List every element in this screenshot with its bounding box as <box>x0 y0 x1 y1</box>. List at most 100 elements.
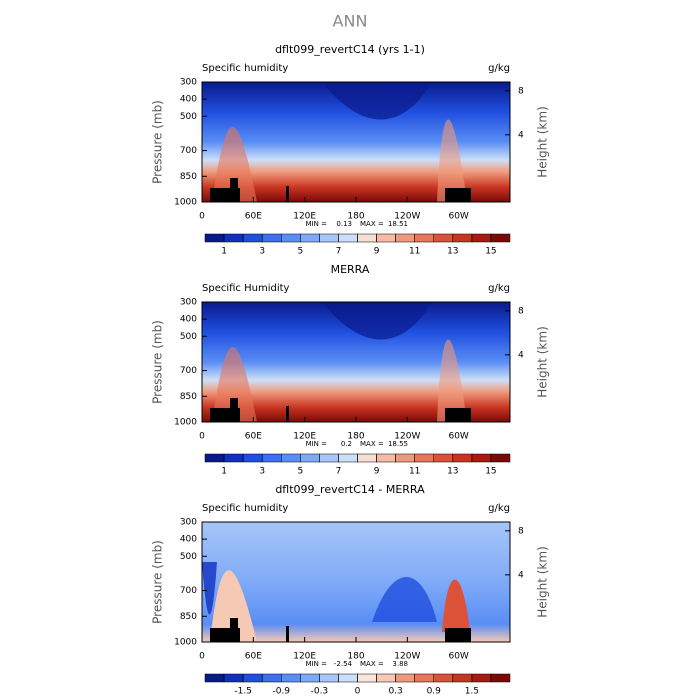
colorbar-box <box>433 673 454 683</box>
colorbar-box <box>338 673 358 683</box>
y-tick-label: 1000 <box>174 638 197 648</box>
x-tick-label: 180 <box>347 432 364 442</box>
colorbar-tick-label: 9 <box>374 467 380 477</box>
terrain <box>230 178 238 202</box>
y2-axis-label: Height (km) <box>536 106 550 177</box>
y-tick-label: 850 <box>180 612 197 622</box>
colorbar-box <box>376 673 396 683</box>
colorbar-tick-label: 5 <box>297 247 303 257</box>
x-tick-label: 60W <box>448 432 468 442</box>
colorbar-box <box>281 673 301 683</box>
y-tick-label: 1000 <box>174 418 197 428</box>
colorbar-box <box>261 233 282 243</box>
panel-title: dflt099_revertC14 (yrs 1-1) <box>275 43 425 56</box>
min-label: MIN = <box>306 440 328 448</box>
x-tick-label: 120W <box>394 432 420 442</box>
colorbar-box <box>395 673 415 683</box>
y-axis-label: Pressure (mb) <box>151 320 165 404</box>
y-axis-label: Pressure (mb) <box>151 100 165 184</box>
terrain <box>286 186 289 202</box>
colorbar-tick-label: 0.9 <box>427 687 442 697</box>
x-tick-label: 0 <box>199 432 205 442</box>
min-value: -2.54 <box>334 660 353 668</box>
x-tick-label: 120E <box>293 432 316 442</box>
x-tick-label: 120E <box>293 652 316 662</box>
colorbar-box <box>471 233 492 243</box>
terrain <box>445 408 471 422</box>
min-value: 0.13 <box>336 220 352 228</box>
max-label: MAX = <box>360 220 384 228</box>
y-tick-label: 850 <box>180 392 197 402</box>
colorbar-tick-label: 15 <box>485 467 496 477</box>
max-label: MAX = <box>360 660 384 668</box>
colorbar-box <box>300 453 320 463</box>
colorbar-box <box>281 453 301 463</box>
x-tick-label: 120W <box>394 212 420 222</box>
colorbar-box <box>433 233 454 243</box>
terrain <box>445 188 471 202</box>
y-tick-label: 850 <box>180 172 197 182</box>
colorbar-box <box>300 673 320 683</box>
min-value: 0.2 <box>341 440 352 448</box>
colorbar-box <box>223 233 244 243</box>
terrain <box>445 628 471 642</box>
y2-axis-label: Height (km) <box>536 546 550 617</box>
colorbar-tick-label: 3 <box>259 467 265 477</box>
colorbar-tick-label: 7 <box>336 467 342 477</box>
colorbar-box <box>376 453 396 463</box>
colorbar-box <box>223 453 244 463</box>
x-tick-label: 60E <box>245 432 262 442</box>
colorbar-tick-label: 11 <box>409 467 420 477</box>
dry-region <box>322 82 432 120</box>
colorbar-box <box>242 673 263 683</box>
colorbar-box <box>395 453 415 463</box>
y-tick-label: 300 <box>180 298 197 308</box>
panel-title: MERRA <box>331 263 370 276</box>
colorbar-box <box>471 673 492 683</box>
colorbar-tick-label: 15 <box>485 247 496 257</box>
colorbar-box <box>300 233 320 243</box>
left-label: Specific humidity <box>202 503 288 514</box>
x-tick-label: 180 <box>347 212 364 222</box>
neg-anom <box>202 562 217 615</box>
colorbar-box <box>452 453 473 463</box>
y-tick-label: 300 <box>180 78 197 88</box>
colorbar-tick-label: 0.3 <box>388 687 402 697</box>
dry-region <box>322 302 432 340</box>
left-label: Specific Humidity <box>202 283 290 294</box>
y-tick-label: 400 <box>180 315 197 325</box>
y2-axis-label: Height (km) <box>536 326 550 397</box>
colorbar-box <box>376 233 396 243</box>
y-tick-label: 500 <box>180 112 197 122</box>
colorbar-box <box>452 233 473 243</box>
colorbar-box <box>338 453 358 463</box>
x-tick-label: 180 <box>347 652 364 662</box>
y2-tick-label: 4 <box>518 350 524 360</box>
y-tick-label: 700 <box>180 366 197 376</box>
moist-plume <box>212 347 257 422</box>
y2-tick-label: 4 <box>518 130 524 140</box>
moist-plume <box>212 127 257 202</box>
right-label: g/kg <box>488 63 510 74</box>
colorbar-box <box>452 673 473 683</box>
colorbar-tick-label: 1 <box>221 467 227 477</box>
colorbar-tick-label: -0.3 <box>311 687 329 697</box>
colorbar-box <box>242 453 263 463</box>
terrain <box>230 618 238 642</box>
colorbar-tick-label: -1.5 <box>234 687 252 697</box>
colorbar-tick-label: 7 <box>336 247 342 257</box>
pos-anom <box>210 570 257 642</box>
left-label: Specific humidity <box>202 63 288 74</box>
colorbar-box <box>357 233 377 243</box>
max-label: MAX = <box>360 440 384 448</box>
colorbar-box <box>490 233 511 243</box>
colorbar-tick-label: 0 <box>355 687 361 697</box>
moist-plume <box>437 119 467 202</box>
colorbar-box <box>414 673 434 683</box>
colorbar-box <box>414 453 434 463</box>
colorbar-tick-label: 9 <box>374 247 380 257</box>
x-tick-label: 120W <box>394 652 420 662</box>
y-tick-label: 700 <box>180 146 197 156</box>
colorbar-box <box>319 453 339 463</box>
